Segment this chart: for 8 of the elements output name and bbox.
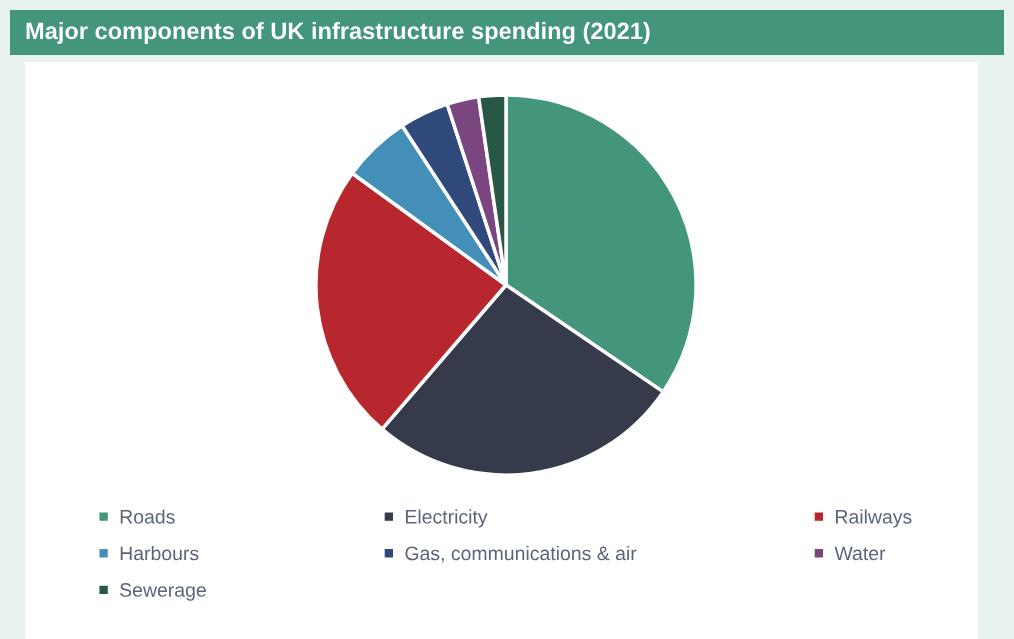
chart-title: Major components of UK infrastructure spending (2021) bbox=[26, 21, 650, 45]
legend-label: Gas, communications & air bbox=[405, 545, 637, 563]
legend-label: Railways bbox=[836, 509, 912, 528]
legend-label: Electricity bbox=[406, 509, 488, 528]
legend-label: Sewerage bbox=[120, 583, 206, 601]
legend-label: Water bbox=[834, 546, 886, 561]
legend-label: Harbours bbox=[120, 545, 199, 561]
legend-label: Roads bbox=[120, 509, 175, 524]
